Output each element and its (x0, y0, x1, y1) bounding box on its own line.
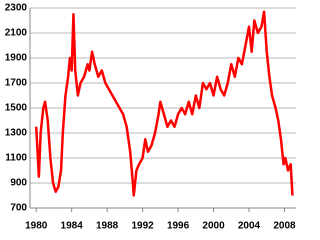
data-line (34, 10, 294, 197)
x-tick-label: 1992 (131, 221, 154, 232)
chart: 700 900 1100 1300 1500 1700 1900 2100 2300 1980 19… (5, 3, 296, 232)
x-tick-label: 1988 (96, 221, 119, 232)
y-tick-label: 700 (10, 203, 27, 214)
y-tick-label: 1700 (5, 78, 28, 89)
y-tick-label: 1500 (5, 103, 28, 114)
y-tick-label: 1900 (5, 53, 28, 64)
y-tick-label: 1300 (5, 128, 28, 139)
y-tick-label: 2300 (5, 3, 28, 14)
x-tick-label: 1980 (25, 221, 48, 232)
y-tick-label: 1100 (5, 153, 27, 164)
y-tick-label: 2100 (5, 28, 28, 39)
x-tick-label: 2000 (202, 221, 225, 232)
x-tick-label: 2004 (238, 221, 261, 232)
x-tick-label: 1996 (167, 221, 190, 232)
x-tick-label: 1984 (61, 221, 84, 232)
x-tick-label: 2008 (273, 221, 296, 232)
y-tick-label: 900 (10, 178, 27, 189)
